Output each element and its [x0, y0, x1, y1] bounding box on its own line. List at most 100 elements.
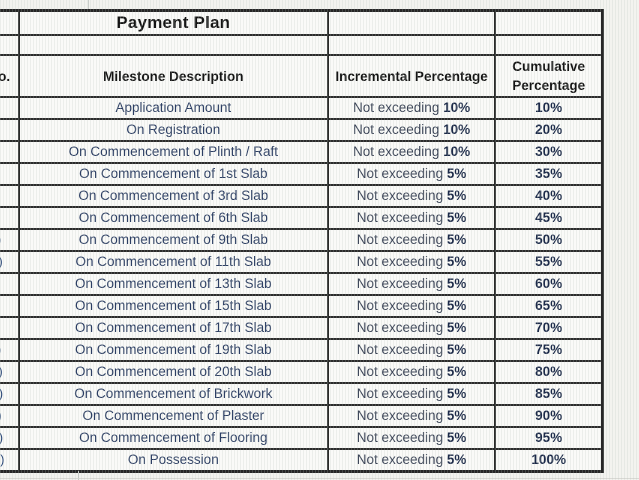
payment-plan-table: Payment Plan S No. Milestone Description…: [0, 9, 604, 473]
table-row: x) On Commencement of 15th Slab Not exce…: [0, 294, 604, 318]
cumulative-percentage-cell: 20%: [494, 118, 604, 142]
table-row: xvi) On Commencement of Flooring Not exc…: [0, 426, 604, 450]
row-number: viii): [0, 254, 3, 269]
incremental-prefix: Not exceeding: [356, 364, 444, 379]
incremental-percentage-cell: Not exceeding 10%: [326, 140, 497, 164]
cumulative-value: 35%: [535, 166, 563, 181]
cumulative-value: 30%: [535, 144, 563, 159]
incremental-prefix: Not exceeding: [356, 166, 444, 181]
milestone-description: On Commencement of 13th Slab: [17, 272, 329, 296]
incremental-percentage-cell: Not exceeding 5%: [326, 382, 497, 406]
table-head-section: Payment Plan S No. Milestone Description…: [0, 9, 604, 98]
incremental-prefix: Not exceeding: [353, 122, 440, 137]
column-header-sno: S No.: [0, 54, 20, 98]
incremental-percentage-cell: Not exceeding 5%: [326, 338, 497, 362]
incremental-percentage-cell: Not exceeding 5%: [326, 184, 497, 208]
title-row: Payment Plan: [0, 9, 604, 36]
table-row: vi) On Commencement of 6th Slab Not exce…: [0, 206, 604, 230]
incremental-value: 5%: [446, 320, 467, 335]
incremental-prefix: Not exceeding: [356, 188, 444, 203]
header-row: S No. Milestone Description Incremental …: [0, 54, 604, 98]
cumulative-value: 45%: [535, 210, 563, 225]
row-number: xv): [0, 408, 2, 423]
incremental-percentage-cell: Not exceeding 5%: [326, 162, 497, 186]
incremental-value: 5%: [446, 298, 467, 313]
cumulative-percentage-cell: 75%: [494, 338, 604, 362]
table-row: xiv) On Commencement of Brickwork Not ex…: [0, 382, 604, 406]
incremental-percentage-cell: Not exceeding 5%: [326, 404, 497, 428]
table-row: ix) On Commencement of 13th Slab Not exc…: [0, 272, 604, 296]
row-number-cell: xv): [0, 404, 20, 428]
cumulative-percentage-cell: 30%: [494, 140, 604, 164]
milestone-description: On Commencement of 17th Slab: [17, 316, 329, 340]
incremental-prefix: Not exceeding: [353, 100, 440, 115]
incremental-percentage-cell: Not exceeding 10%: [326, 96, 497, 120]
row-number: xii): [0, 342, 1, 357]
column-header-incremental: Incremental Percentage: [326, 54, 497, 98]
milestone-description: On Commencement of 9th Slab: [17, 228, 329, 252]
incremental-prefix: Not exceeding: [356, 386, 444, 401]
milestone-description: Application Amount: [17, 96, 329, 120]
incremental-percentage-cell: Not exceeding 5%: [326, 206, 497, 230]
incremental-percentage-cell: Not exceeding 5%: [326, 272, 497, 296]
cumulative-percentage-cell: 40%: [494, 184, 604, 208]
row-number: vii): [0, 232, 1, 247]
milestone-description: On Commencement of Plinth / Raft: [17, 140, 329, 164]
incremental-percentage-cell: Not exceeding 5%: [326, 360, 497, 384]
cumulative-percentage-cell: 90%: [494, 404, 604, 428]
incremental-prefix: Not exceeding: [356, 342, 444, 357]
row-number-cell: xiii): [0, 360, 20, 384]
incremental-prefix: Not exceeding: [356, 232, 444, 247]
title-row-sno-cell: [0, 9, 20, 36]
incremental-percentage-cell: Not exceeding 5%: [326, 228, 497, 252]
row-number-cell: iii): [0, 140, 20, 164]
row-number: xvii): [0, 452, 5, 467]
milestone-description: On Commencement of 15th Slab: [17, 294, 329, 318]
cumulative-percentage-cell: 10%: [494, 96, 604, 120]
row-number-cell: xi): [0, 316, 20, 340]
incremental-prefix: Not exceeding: [353, 144, 440, 159]
row-number: xvi): [0, 430, 3, 445]
row-number-cell: i): [0, 96, 20, 120]
incremental-percentage-cell: Not exceeding 5%: [326, 448, 497, 473]
title-row-inc-cell: [326, 9, 497, 36]
incremental-prefix: Not exceeding: [356, 430, 444, 445]
row-number-cell: v): [0, 184, 20, 208]
row-number-cell: vii): [0, 228, 20, 252]
cumulative-value: 20%: [535, 122, 563, 137]
incremental-percentage-cell: Not exceeding 5%: [326, 316, 497, 340]
gridline-stub-top: [88, 0, 89, 9]
row-number-cell: viii): [0, 250, 20, 274]
row-number-cell: vi): [0, 206, 20, 230]
table-row: viii) On Commencement of 11th Slab Not e…: [0, 250, 604, 274]
cumulative-percentage-cell: 100%: [494, 448, 604, 473]
cumulative-value: 60%: [535, 276, 563, 291]
incremental-value: 10%: [443, 144, 471, 159]
incremental-value: 5%: [446, 364, 467, 379]
incremental-prefix: Not exceeding: [356, 298, 444, 313]
row-number-cell: xiv): [0, 382, 20, 406]
incremental-percentage-cell: Not exceeding 5%: [326, 250, 497, 274]
incremental-value: 10%: [443, 100, 471, 115]
cumulative-value: 65%: [535, 298, 563, 313]
milestone-description: On Commencement of Brickwork: [17, 382, 329, 406]
milestone-description: On Commencement of 19th Slab: [17, 338, 329, 362]
incremental-prefix: Not exceeding: [356, 452, 444, 467]
milestone-description: On Commencement of 11th Slab: [17, 250, 329, 274]
column-header-cumulative: Cumulative Percentage: [494, 54, 604, 98]
cumulative-value: 100%: [531, 452, 566, 467]
cumulative-percentage-cell: 85%: [494, 382, 604, 406]
incremental-value: 5%: [446, 386, 467, 401]
incremental-value: 5%: [446, 408, 467, 423]
spacer-cell: [494, 34, 604, 56]
column-header-milestone: Milestone Description: [17, 54, 329, 98]
incremental-value: 5%: [446, 254, 467, 269]
table-row: xv) On Commencement of Plaster Not excee…: [0, 404, 604, 428]
row-number-cell: xvii): [0, 448, 20, 473]
column-header-cumulative-line2: Percentage: [512, 78, 586, 93]
milestone-description: On Commencement of Plaster: [17, 404, 329, 428]
milestone-description: On Commencement of 6th Slab: [17, 206, 329, 230]
